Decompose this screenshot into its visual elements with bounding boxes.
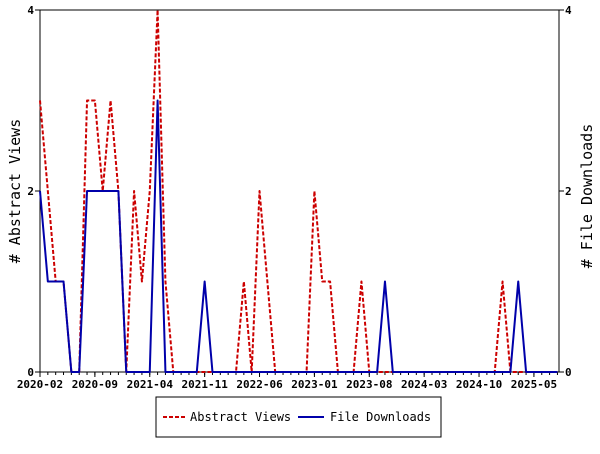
y-right-tick-label-0: 0: [565, 366, 572, 379]
x-tick-label-3: 2021-11: [181, 378, 228, 391]
series-group: [39, 9, 558, 373]
x-axis: 2020-02 2020-09 2021-04 2021-11 2022-06 2023-…: [17, 372, 558, 391]
legend-label-file-downloads: File Downloads: [330, 410, 431, 424]
x-tick-label-8: 2024-10: [456, 378, 502, 391]
right-y-axis: 0 2 4: [559, 4, 572, 379]
series-line-file-downloads: [39, 99, 558, 373]
x-tick-label-5: 2023-01: [291, 378, 338, 391]
left-axis-title: # Abstract Views: [6, 119, 24, 264]
x-tick-label-1: 2020-09: [72, 378, 118, 391]
y-left-tick-label-0: 0: [27, 366, 34, 379]
x-tick-label-9: 2025-05: [511, 378, 557, 391]
legend-label-abstract-views: Abstract Views: [190, 410, 291, 424]
x-tick-label-6: 2023-08: [346, 378, 392, 391]
x-tick-label-2: 2021-04: [127, 378, 174, 391]
y-left-tick-label-2: 4: [27, 4, 34, 17]
x-tick-label-0: 2020-02: [17, 378, 63, 391]
right-axis-title: # File Downloads: [578, 124, 596, 269]
x-tick-label-7: 2024-03: [401, 378, 447, 391]
legend: Abstract Views File Downloads: [155, 396, 442, 438]
y-left-tick-label-1: 2: [27, 185, 34, 198]
plot-area: [39, 9, 560, 373]
left-y-axis: 0 2 4: [27, 4, 40, 379]
y-right-tick-label-1: 2: [565, 185, 572, 198]
x-tick-label-4: 2022-06: [236, 378, 283, 391]
y-right-tick-label-2: 4: [565, 4, 572, 17]
